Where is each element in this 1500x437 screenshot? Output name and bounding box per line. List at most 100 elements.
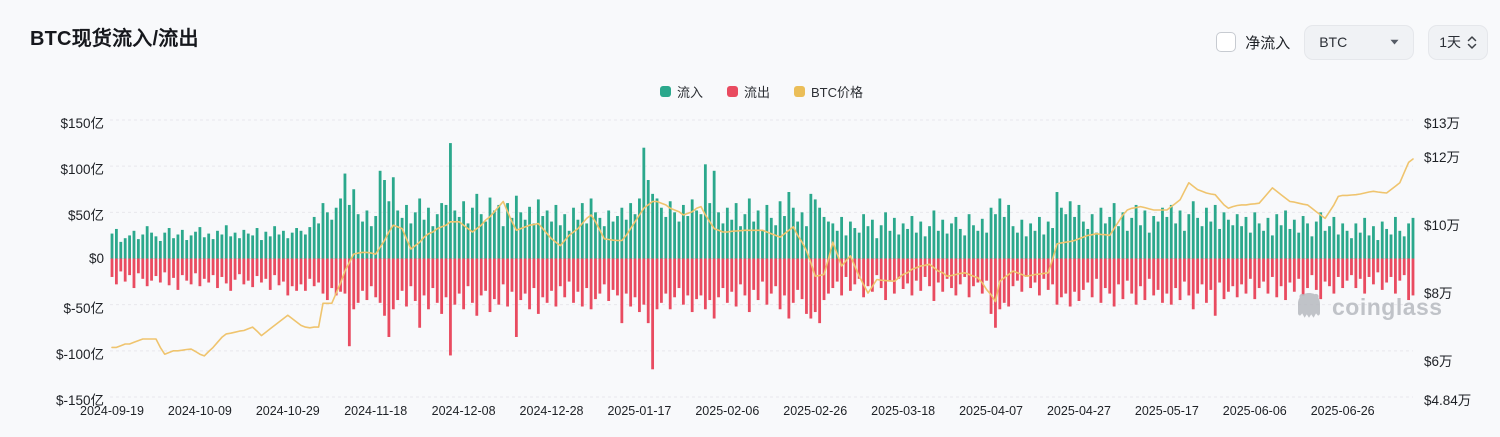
net-flow-toggle[interactable]: 净流入 bbox=[1216, 32, 1290, 53]
inflow-bar bbox=[677, 221, 681, 259]
inflow-bar bbox=[629, 203, 633, 259]
outflow-bar bbox=[176, 258, 180, 290]
outflow-bar bbox=[158, 258, 162, 283]
inflow-bar bbox=[743, 214, 747, 259]
inflow-bar bbox=[1143, 210, 1147, 259]
outflow-bar bbox=[462, 258, 466, 310]
outflow-bar bbox=[813, 258, 817, 313]
inflow-bar bbox=[567, 230, 571, 259]
inflow-bar bbox=[998, 198, 1002, 259]
outflow-bar bbox=[633, 258, 637, 298]
inflow-bar bbox=[523, 219, 527, 259]
inflow-bar bbox=[752, 221, 756, 259]
inflow-bar bbox=[1020, 219, 1024, 259]
outflow-bar bbox=[365, 258, 369, 301]
y-tick-left: $0 bbox=[88, 250, 104, 266]
outflow-bar bbox=[831, 258, 835, 289]
outflow-bar bbox=[607, 258, 611, 301]
coin-selector-dropdown[interactable]: BTC bbox=[1304, 24, 1415, 60]
inflow-bar bbox=[1117, 226, 1120, 259]
legend-item-price[interactable]: BTC价格 bbox=[794, 82, 863, 101]
inflow-bar bbox=[1187, 214, 1191, 259]
inflow-bar bbox=[321, 203, 325, 259]
outflow-bar bbox=[387, 258, 391, 337]
inflow-bar bbox=[431, 226, 435, 259]
outflow-bar bbox=[136, 258, 140, 274]
inflow-bar bbox=[827, 221, 830, 259]
inflow-bar bbox=[857, 232, 861, 259]
outflow-bar bbox=[1051, 258, 1054, 285]
x-tick: 2025-02-26 bbox=[783, 404, 848, 418]
inflow-bar bbox=[1310, 236, 1314, 259]
outflow-bar bbox=[545, 258, 549, 303]
inflow-bar bbox=[941, 219, 945, 259]
legend-item-inflow[interactable]: 流入 bbox=[659, 82, 703, 101]
legend-item-outflow[interactable]: 流出 bbox=[726, 82, 770, 101]
inflow-bar bbox=[642, 147, 646, 259]
inflow-bar bbox=[800, 212, 804, 259]
inflow-bar bbox=[422, 219, 426, 259]
y-tick-left: $150亿 bbox=[60, 116, 104, 131]
inflow-bar bbox=[409, 223, 413, 259]
inflow-bar bbox=[1174, 223, 1178, 259]
outflow-bar bbox=[703, 258, 707, 310]
inflow-bar bbox=[1024, 236, 1028, 259]
outflow-bar bbox=[1103, 258, 1107, 289]
inflow-bar bbox=[1055, 192, 1059, 259]
x-tick: 2024-12-08 bbox=[431, 404, 496, 418]
inflow-bar bbox=[633, 214, 637, 259]
x-axis: 2024-09-19 2024-10-09 2024-10-29 2024-11-18… bbox=[0, 404, 1500, 428]
outflow-bar bbox=[550, 258, 553, 291]
inflow-bar bbox=[1209, 221, 1213, 259]
inflow-bar bbox=[150, 232, 153, 259]
inflow-bar bbox=[519, 212, 523, 259]
outflow-bar bbox=[1336, 258, 1340, 277]
outflow-bar bbox=[1213, 258, 1217, 316]
inflow-bar bbox=[980, 218, 984, 259]
inflow-bar bbox=[110, 233, 114, 259]
outflow-bar bbox=[1279, 258, 1283, 287]
outflow-bar bbox=[356, 258, 360, 303]
outflow-bar bbox=[967, 258, 971, 298]
inflow-bar bbox=[1086, 228, 1090, 259]
outflow-bar bbox=[761, 258, 764, 282]
outflow-bar bbox=[853, 258, 857, 285]
inflow-bar bbox=[488, 197, 492, 259]
outflow-bar bbox=[1161, 258, 1164, 303]
inflow-bar bbox=[690, 199, 694, 259]
inflow-bar bbox=[334, 207, 338, 259]
inflow-bar bbox=[769, 217, 773, 259]
inflow-bar bbox=[194, 231, 197, 259]
outflow-bar bbox=[1301, 258, 1305, 296]
inflow-bar bbox=[681, 204, 685, 259]
inflow-bar bbox=[589, 198, 593, 259]
inflow-bar bbox=[739, 226, 742, 259]
inflow-bar bbox=[260, 240, 263, 259]
inflow-bar bbox=[1139, 225, 1142, 259]
outflow-bar bbox=[189, 258, 193, 285]
outflow-bar bbox=[242, 258, 246, 285]
inflow-bar bbox=[224, 225, 228, 259]
inflow-bar bbox=[132, 230, 136, 259]
outflow-bar bbox=[1323, 258, 1327, 282]
outflow-bar bbox=[783, 258, 786, 296]
outflow-bar bbox=[1165, 258, 1169, 294]
inflow-bar bbox=[457, 216, 461, 259]
inflow-bar bbox=[796, 221, 800, 259]
outflow-bar bbox=[1139, 258, 1142, 287]
inflow-bar bbox=[963, 235, 967, 259]
outflow-bar bbox=[752, 258, 756, 290]
outflow-bar bbox=[224, 258, 228, 284]
outflow-bar bbox=[1367, 258, 1371, 277]
left-axis: $150亿 $100亿 $50亿 $0 $-50亿 $-100亿 $-150亿 bbox=[0, 0, 104, 437]
inflow-bar bbox=[914, 232, 918, 259]
inflow-bar bbox=[1279, 225, 1283, 259]
spinner-arrows-icon bbox=[1467, 35, 1477, 49]
inflow-bar bbox=[167, 228, 171, 259]
outflow-bar bbox=[1125, 258, 1129, 281]
outflow-bar bbox=[611, 258, 615, 290]
interval-selector[interactable]: 1天 bbox=[1428, 24, 1488, 60]
outflow-bar bbox=[585, 258, 589, 289]
net-flow-checkbox[interactable] bbox=[1216, 32, 1237, 52]
